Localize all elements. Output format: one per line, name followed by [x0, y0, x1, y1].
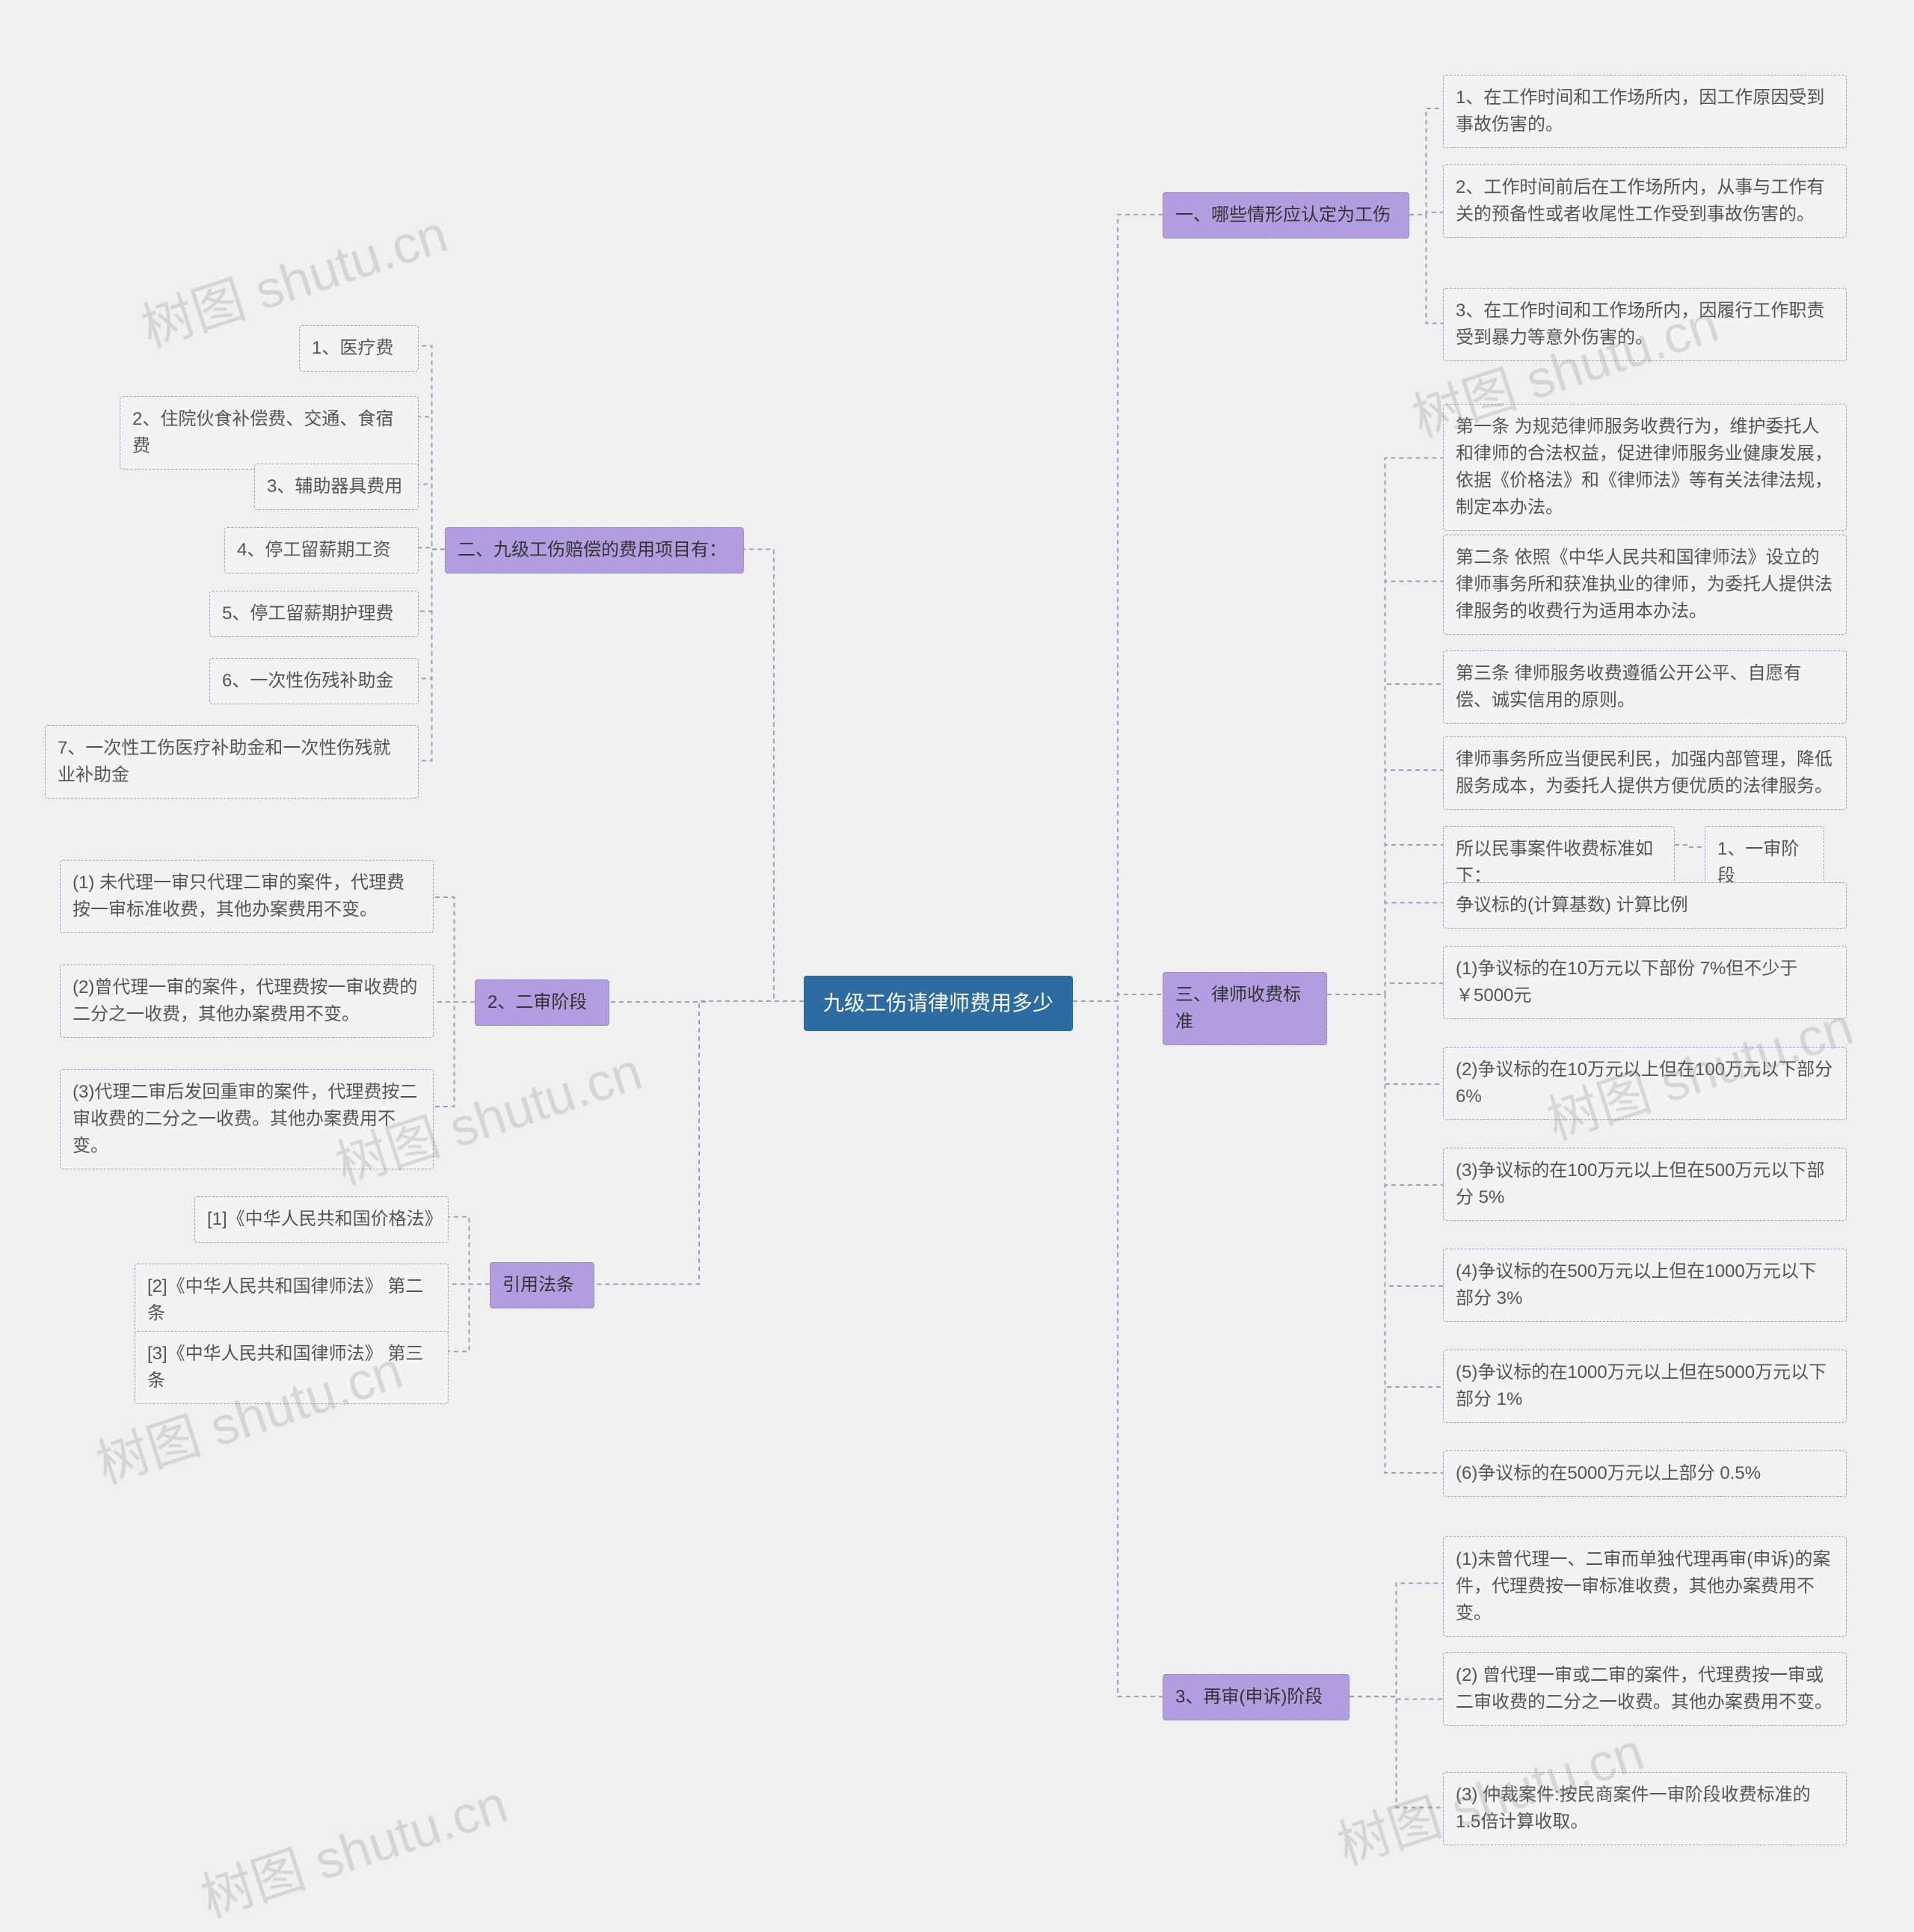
l1-cat: 二、九级工伤赔偿的费用项目有：	[445, 527, 744, 573]
l3-leaf-2: [3]《中华人民共和国律师法》 第三条	[135, 1331, 449, 1404]
l1-leaf-0: 1、医疗费	[299, 325, 419, 372]
r1-leaf-2: 3、在工作时间和工作场所内，因履行工作职责受到暴力等意外伤害的。	[1443, 288, 1847, 361]
r2-leaf-11: (6)争议标的在5000万元以上部分 0.5%	[1443, 1450, 1847, 1497]
r1-leaf-1: 2、工作时间前后在工作场所内，从事与工作有关的预备性或者收尾性工作受到事故伤害的…	[1443, 164, 1847, 238]
r2-cat: 三、律师收费标准	[1163, 972, 1327, 1045]
l1-leaf-4: 5、停工留薪期护理费	[209, 591, 419, 637]
l2-leaf-1: (2)曾代理一审的案件，代理费按一审收费的二分之一收费，其他办案费用不变。	[60, 965, 434, 1038]
watermark-5: 树图 shutu.cn	[191, 1762, 516, 1932]
r2-leaf-5: 争议标的(计算基数) 计算比例	[1443, 882, 1847, 929]
r2-leaf-3: 律师事务所应当便民利民，加强内部管理，降低服务成本，为委托人提供方便优质的法律服…	[1443, 736, 1847, 810]
r3-cat: 3、再审(申诉)阶段	[1163, 1674, 1350, 1720]
r3-leaf-1: (2) 曾代理一审或二审的案件，代理费按一审或二审收费的二分之一收费。其他办案费…	[1443, 1652, 1847, 1726]
r2-leaf-6: (1)争议标的在10万元以下部份 7%但不少于￥5000元	[1443, 946, 1847, 1019]
l2-leaf-0: (1) 未代理一审只代理二审的案件，代理费按一审标准收费，其他办案费用不变。	[60, 860, 434, 933]
l1-leaf-5: 6、一次性伤残补助金	[209, 658, 419, 704]
r2-leaf-2: 第三条 律师服务收费遵循公开公平、自愿有偿、诚实信用的原则。	[1443, 650, 1847, 724]
r3-leaf-2: (3) 仲裁案件:按民商案件一审阶段收费标准的1.5倍计算收取。	[1443, 1772, 1847, 1845]
l1-leaf-1: 2、住院伙食补偿费、交通、食宿费	[120, 396, 419, 470]
mindmap-canvas: 九级工伤请律师费用多少 1、在工作时间和工作场所内，因工作原因受到事故伤害的。 2、…	[0, 0, 1914, 1891]
r3-leaf-0: (1)未曾代理一、二审而单独代理再审(申诉)的案件，代理费按一审标准收费，其他办…	[1443, 1536, 1847, 1637]
r2-leaf-10: (5)争议标的在1000万元以上但在5000万元以下部分 1%	[1443, 1350, 1847, 1423]
r1-leaf-0: 1、在工作时间和工作场所内，因工作原因受到事故伤害的。	[1443, 75, 1847, 148]
l1-leaf-2: 3、辅助器具费用	[254, 464, 419, 510]
r1-cat: 一、哪些情形应认定为工伤	[1163, 192, 1409, 239]
l3-leaf-0: [1]《中华人民共和国价格法》	[194, 1196, 449, 1243]
root-node: 九级工伤请律师费用多少	[804, 976, 1073, 1031]
r2-leaf-8: (3)争议标的在100万元以上但在500万元以下部分 5%	[1443, 1148, 1847, 1221]
r2-leaf-0: 第一条 为规范律师服务收费行为，维护委托人和律师的合法权益，促进律师服务业健康发…	[1443, 404, 1847, 531]
r2-leaf-7: (2)争议标的在10万元以上但在100万元以下部分 6%	[1443, 1047, 1847, 1120]
l2-leaf-2: (3)代理二审后发回重审的案件，代理费按二审收费的二分之一收费。其他办案费用不变…	[60, 1069, 434, 1169]
l3-cat: 引用法条	[490, 1262, 594, 1308]
r2-leaf-9: (4)争议标的在500万元以上但在1000万元以下部分 3%	[1443, 1249, 1847, 1322]
l1-leaf-6: 7、一次性工伤医疗补助金和一次性伤残就业补助金	[45, 725, 419, 799]
r2-leaf-1: 第二条 依照《中华人民共和国律师法》设立的律师事务所和获准执业的律师，为委托人提…	[1443, 535, 1847, 635]
l2-cat: 2、二审阶段	[475, 979, 609, 1026]
l1-leaf-3: 4、停工留薪期工资	[224, 527, 419, 573]
l3-leaf-1: [2]《中华人民共和国律师法》 第二条	[135, 1264, 449, 1337]
